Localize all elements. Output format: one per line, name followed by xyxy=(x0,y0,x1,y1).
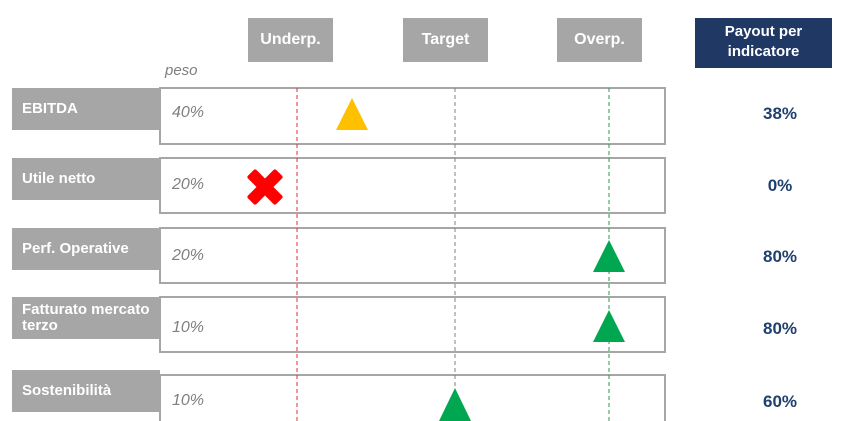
cross-bar xyxy=(247,169,283,205)
row-weight: 20% xyxy=(172,176,205,193)
row-label: Perf. Operative xyxy=(12,228,160,270)
marker-cross xyxy=(247,169,283,205)
weight-label: peso xyxy=(165,62,198,79)
column-header: Overp. xyxy=(557,18,642,62)
row-label: Sostenibilità xyxy=(12,370,160,412)
row-frame xyxy=(159,374,666,421)
row-label: EBITDA xyxy=(12,88,160,130)
row-payout: 60% xyxy=(762,392,798,411)
row-weight: 20% xyxy=(172,247,205,264)
column-header: Target xyxy=(403,18,488,62)
row-weight: 40% xyxy=(172,104,205,121)
marker-triangle xyxy=(439,388,471,421)
column-header: Underp. xyxy=(248,18,333,62)
row-payout: 38% xyxy=(762,104,798,123)
row-frame xyxy=(159,87,666,145)
row-payout: 80% xyxy=(762,319,798,338)
row-payout: 80% xyxy=(762,247,798,266)
row-frames xyxy=(159,87,666,421)
marker-triangle xyxy=(593,310,625,342)
row-payout: 0% xyxy=(767,176,793,195)
row-label: Fatturato mercato terzo xyxy=(12,297,160,339)
row-frame xyxy=(159,296,666,353)
row-label: Utile netto xyxy=(12,158,160,200)
row-frame xyxy=(159,227,666,284)
payout-header: Payout per indicatore xyxy=(695,18,832,68)
row-frame xyxy=(159,157,666,214)
row-weight: 10% xyxy=(172,319,205,336)
marker-triangle xyxy=(336,98,368,130)
marker-triangle xyxy=(593,240,625,272)
row-weight: 10% xyxy=(172,392,205,409)
